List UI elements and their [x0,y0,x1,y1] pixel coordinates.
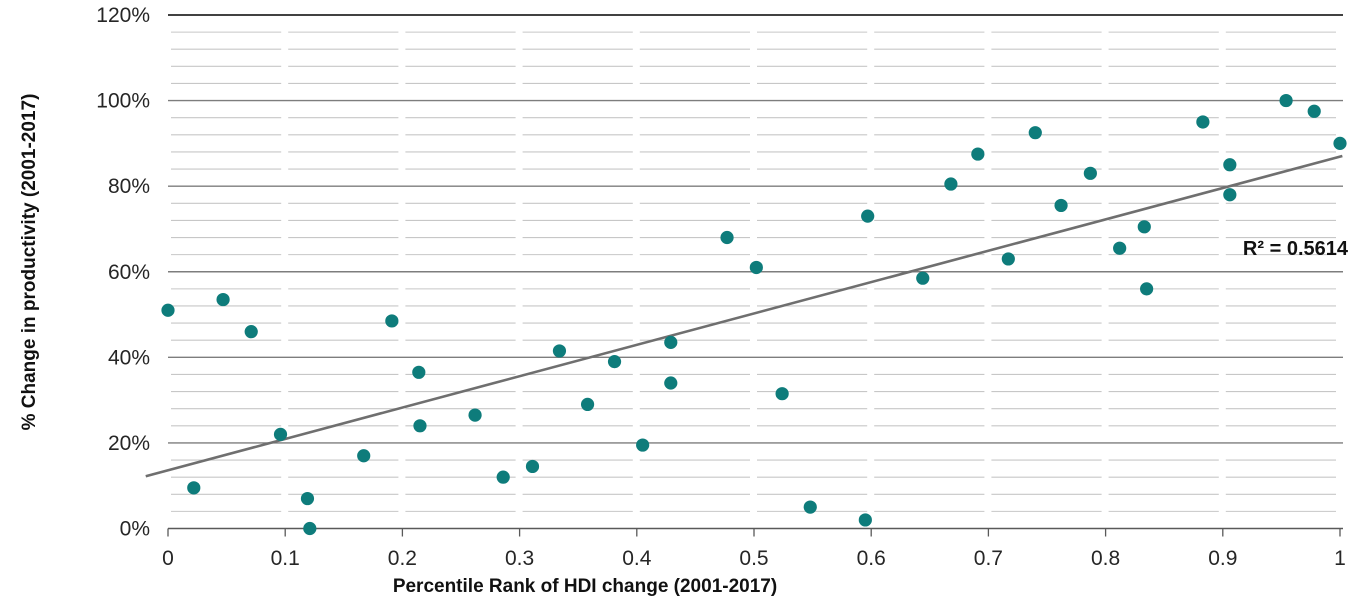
x-tick-label: 0.7 [974,547,1003,570]
data-point [803,500,817,514]
x-tick-label: 0.6 [857,547,886,570]
data-point [636,438,650,452]
x-tick-label: 0.1 [271,547,300,570]
data-point [1196,115,1210,129]
data-point [412,365,426,379]
x-tick-label: 0 [162,547,174,570]
data-point [525,459,540,474]
y-axis-title: % Change in productivity (2001-2017) [19,93,40,431]
y-tick-label: 60% [108,261,150,284]
trendline [145,154,1343,478]
x-tick-label: 0.4 [622,547,652,570]
data-point [1001,252,1015,266]
r-squared-annotation: R² = 0.5614 [1242,238,1348,260]
data-point [720,230,734,245]
y-tick-label: 120% [96,4,150,27]
data-point [1279,93,1293,108]
data-point [749,260,763,275]
data-point [664,335,678,349]
data-point [385,314,399,328]
data-point [357,449,371,463]
data-point [858,513,872,527]
data-point [413,419,427,433]
data-point [496,470,510,484]
x-tick-label: 0.2 [388,547,417,570]
y-tick-label: 100% [96,90,150,113]
data-point [244,325,258,339]
data-point [273,427,288,441]
x-tick-label: 0.3 [505,547,534,570]
data-point [1083,166,1097,180]
data-point [1113,241,1127,255]
data-point [303,521,317,536]
x-tick-label: 0.8 [1091,547,1120,570]
x-tick-label: 1 [1334,547,1346,570]
data-point [1223,188,1237,202]
x-tick-label: 0.9 [1208,547,1237,570]
data-point [1223,158,1237,172]
data-point [300,491,315,506]
y-tick-label: 0% [120,518,150,541]
y-tick-label: 80% [108,175,150,198]
data-point [1028,126,1042,140]
data-point [161,303,175,317]
data-point [1054,198,1068,213]
data-point [971,147,985,161]
data-point [216,292,230,307]
data-point [187,481,201,495]
y-tick-label: 20% [108,432,150,455]
data-point [861,209,875,223]
data-point [552,344,567,358]
data-point [1137,220,1151,234]
data-point [607,355,622,369]
data-point [664,376,678,390]
data-point [580,397,595,412]
data-point [468,408,482,422]
data-point [1307,104,1321,118]
data-point [916,271,930,285]
data-point [775,387,789,401]
data-point [1333,136,1347,150]
y-tick-label: 40% [108,346,150,369]
data-point [1140,282,1154,296]
x-tick-label: 0.5 [739,547,768,570]
data-point [944,177,958,191]
x-axis-title: Percentile Rank of HDI change (2001-2017… [392,576,778,597]
